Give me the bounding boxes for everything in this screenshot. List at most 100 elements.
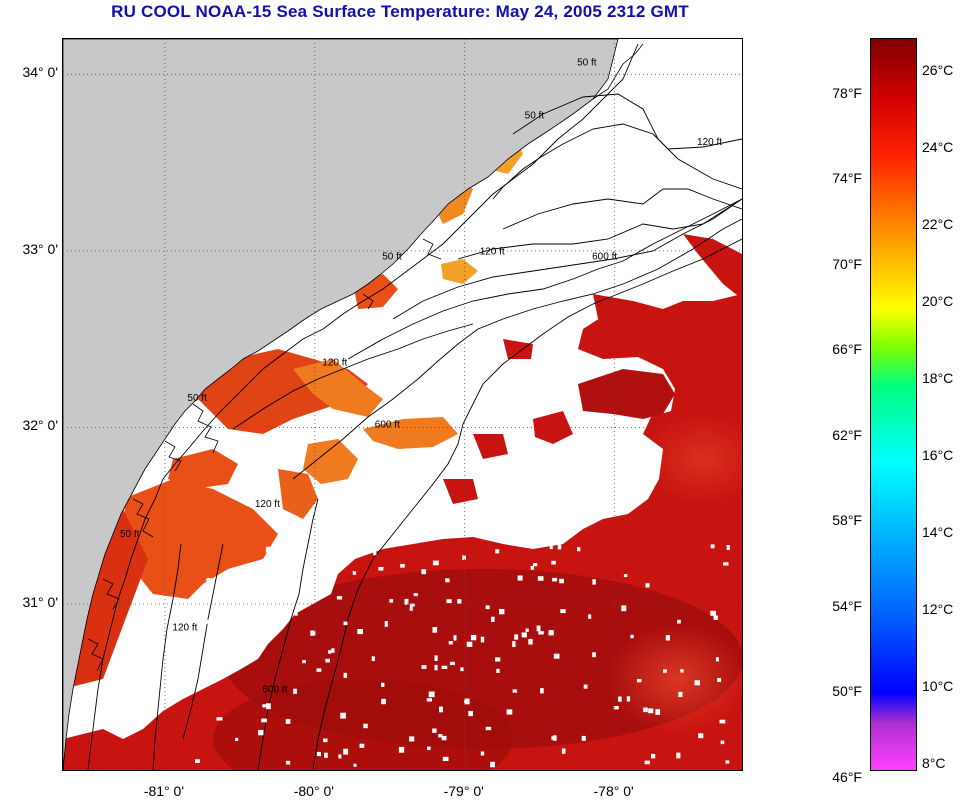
cloud-speckle — [449, 661, 455, 666]
cloud-speckle — [694, 680, 700, 686]
cloud-speckle — [331, 648, 335, 653]
cloud-speckle — [381, 682, 385, 687]
cloud-speckle — [540, 688, 544, 694]
cloud-speckle — [203, 612, 209, 616]
temperature-colorbar — [870, 38, 917, 771]
cloud-speckle — [495, 549, 500, 554]
cloud-speckle — [409, 736, 415, 742]
cloud-speckle — [453, 635, 457, 641]
cloud-speckle — [613, 706, 619, 710]
cloud-speckle — [206, 619, 212, 624]
celsius-tick-label: 24°C — [922, 139, 954, 156]
latitude-label: 33° 0' — [22, 240, 58, 257]
cloud-speckle — [285, 760, 291, 765]
cloud-speckle — [426, 698, 432, 702]
cloud-speckle — [273, 580, 278, 586]
cloud-speckle — [284, 552, 289, 556]
longitude-label: -80° 0' — [293, 783, 334, 799]
cloud-speckle — [293, 688, 297, 694]
celsius-tick-label: 22°C — [922, 216, 954, 233]
cloud-speckle — [352, 571, 357, 575]
cloud-speckle — [265, 546, 272, 553]
bathymetry-contours — [87, 43, 742, 770]
cloud-speckle — [710, 544, 715, 549]
celsius-tick-label: 8°C — [922, 755, 946, 771]
cloud-speckle — [353, 763, 357, 767]
cloud-speckle — [381, 698, 386, 705]
cloud-speckle — [193, 651, 198, 655]
longitude-label: -79° 0' — [443, 783, 484, 799]
cloud-speckle — [719, 719, 726, 724]
cloud-speckle — [552, 577, 558, 582]
cloud-speckle — [651, 753, 656, 759]
cloud-speckle — [400, 563, 405, 568]
cloud-speckle — [432, 560, 439, 566]
cloud-speckle — [249, 643, 255, 647]
contour-label: 50 ft — [525, 110, 545, 121]
cloud-speckle — [537, 576, 544, 581]
cloud-speckle — [343, 621, 348, 626]
celsius-tick-label: 10°C — [922, 678, 954, 695]
cloud-speckle — [432, 627, 438, 633]
cloud-speckle — [441, 665, 448, 669]
contour-label: 50 ft — [187, 393, 207, 404]
cloud-speckle — [457, 599, 462, 604]
land-area — [63, 39, 619, 770]
cloud-speckle — [413, 593, 418, 597]
cloud-speckle — [485, 605, 490, 610]
cloud-speckle — [480, 636, 485, 643]
cloud-speckle — [514, 634, 519, 640]
cloud-speckle — [490, 761, 495, 768]
cloud-speckle — [220, 621, 225, 628]
cloud-speckle — [549, 545, 553, 550]
cloud-speckle — [343, 672, 347, 678]
contour-label: 50 ft — [120, 529, 140, 540]
cloud-speckle — [325, 658, 330, 663]
contour-label: 600 ft — [375, 419, 400, 430]
cloud-speckle — [720, 740, 725, 745]
cloud-speckle — [409, 606, 413, 611]
cloud-speckle — [717, 678, 722, 682]
celsius-tick-label: 12°C — [922, 601, 954, 618]
cloud-speckle — [227, 622, 232, 627]
cloud-speckle — [323, 738, 328, 743]
cloud-speckle — [421, 569, 427, 575]
cloud-speckle — [512, 689, 518, 693]
fahrenheit-tick-label: 66°F — [832, 341, 862, 358]
sst-map: 50 ft 50 ft 120 ft 120 ft 600 ft 50 ft 120 ft 6… — [62, 38, 743, 771]
cloud-speckle — [343, 748, 349, 755]
cloud-speckle — [209, 668, 215, 674]
cloud-speckle — [206, 578, 212, 584]
cloud-speckle — [200, 598, 204, 602]
cloud-speckle — [506, 709, 513, 715]
cloud-speckle — [559, 578, 564, 584]
cloud-speckle — [677, 619, 681, 624]
cloud-speckle — [680, 669, 684, 673]
warm-eddy — [643, 414, 742, 504]
cloud-speckle — [237, 575, 241, 580]
cloud-speckle — [525, 628, 529, 632]
cloud-speckle — [618, 696, 622, 702]
contour-label: 50 ft — [577, 57, 597, 68]
cloud-speckle — [316, 751, 321, 757]
cloud-speckle — [592, 652, 596, 658]
cloud-speckle — [621, 605, 627, 612]
cloud-speckle — [517, 575, 523, 581]
cloud-speckle — [445, 578, 450, 583]
fahrenheit-tick-label: 70°F — [832, 255, 862, 272]
cloud-speckle — [588, 614, 592, 619]
cloud-speckle — [557, 544, 562, 550]
contour-labels: 50 ft 50 ft 120 ft 120 ft 600 ft 50 ft 120 ft 6… — [120, 57, 722, 695]
cloud-speckle — [676, 752, 681, 759]
cloud-speckle — [316, 668, 322, 672]
contour-label: 600 ft — [262, 684, 287, 695]
cloud-speckle — [384, 621, 388, 627]
cloud-speckle — [427, 746, 431, 751]
contour-label: 120 ft — [255, 499, 280, 510]
cloud-speckle — [663, 669, 667, 673]
cloud-speckle — [428, 691, 435, 698]
cloud-speckle — [251, 653, 256, 657]
cloud-speckle — [357, 629, 363, 635]
cloud-speckle — [434, 655, 438, 661]
cloud-speckle — [441, 735, 447, 741]
